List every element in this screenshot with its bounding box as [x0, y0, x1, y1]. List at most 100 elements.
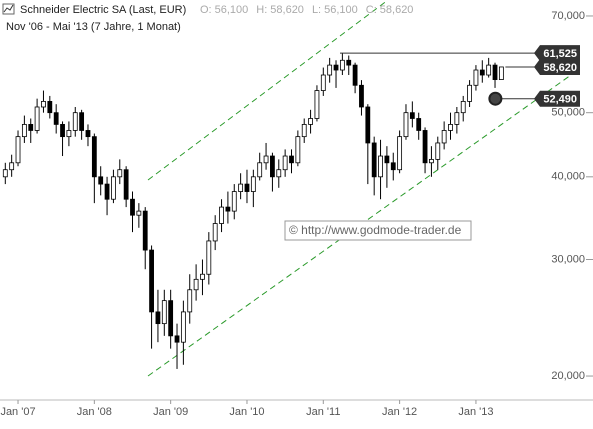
candle-body	[498, 66, 504, 80]
candle-body	[149, 249, 154, 313]
candle-body	[448, 124, 453, 131]
candle-body	[429, 158, 434, 164]
candle-body	[91, 136, 97, 178]
price-box	[534, 45, 580, 62]
candle-body	[136, 210, 142, 216]
y-tick-label: 40,000	[551, 171, 585, 183]
chart-subtitle: Nov '06 - Mai '13 (7 Jahre, 1 Monat)	[6, 21, 181, 33]
candle-body	[200, 273, 205, 280]
x-tick-label: Jan '08	[77, 406, 112, 418]
candle-body	[390, 162, 396, 171]
candle-body	[250, 176, 256, 192]
y-tick-label: 20,000	[551, 370, 585, 382]
candle-body	[454, 112, 460, 125]
candle-body	[486, 64, 492, 76]
candle-body	[314, 90, 320, 119]
candle-body	[161, 300, 167, 325]
candle-body	[460, 101, 466, 114]
candle-body	[295, 136, 301, 164]
watermark: © http://www.godmode-trader.de	[289, 223, 462, 237]
candle-body	[180, 311, 186, 343]
candle-body	[142, 210, 148, 251]
candle-body	[263, 155, 269, 164]
candle-body	[212, 223, 218, 242]
candle-body	[270, 155, 275, 178]
candle-body	[60, 124, 65, 138]
candle-body	[308, 118, 313, 125]
price-box	[534, 58, 580, 75]
candle-body	[9, 162, 15, 171]
candle-body	[422, 130, 428, 164]
ohlc-value: 58,620	[270, 4, 304, 16]
candle-body	[53, 112, 59, 125]
x-tick-label: Jan '13	[458, 406, 493, 418]
y-tick-label: 30,000	[551, 253, 585, 265]
candle-body	[79, 112, 85, 131]
y-tick-label: 70,000	[551, 10, 585, 22]
price-label: 58,620	[543, 62, 577, 74]
candle-body	[117, 169, 123, 178]
candle-body	[378, 155, 383, 178]
candle-body	[409, 112, 415, 119]
candle-body	[282, 155, 288, 171]
chart-icon	[2, 3, 15, 15]
candle-body	[155, 311, 161, 325]
candle-body	[339, 59, 345, 71]
candle-body	[34, 106, 40, 131]
candle-body	[111, 176, 116, 200]
candle-body	[85, 130, 91, 138]
candle-body	[21, 124, 27, 138]
candle-body	[301, 124, 307, 138]
trend-channel-upper	[147, 0, 389, 181]
candle-body	[276, 169, 282, 178]
candle-body	[47, 101, 53, 114]
candle-body	[359, 84, 364, 108]
candle-body	[104, 183, 110, 200]
y-tick-label: 50,000	[551, 107, 585, 119]
candle-body	[72, 112, 78, 131]
candle-body	[244, 183, 250, 192]
ohlc-name: H:	[256, 4, 267, 16]
candle-body	[28, 124, 34, 131]
candle-body	[219, 206, 224, 224]
candle-body	[435, 142, 441, 160]
price-box	[534, 90, 580, 107]
candle-body	[371, 142, 377, 178]
watermark-box	[284, 220, 472, 241]
candle-body	[231, 191, 237, 212]
candle-body	[473, 69, 479, 86]
candle-body	[479, 69, 485, 76]
candle-body	[397, 136, 403, 171]
x-tick-label: Jan '12	[382, 406, 417, 418]
candle-body	[168, 300, 174, 337]
candle-body	[238, 183, 244, 192]
candle-body	[257, 162, 263, 178]
ohlc-value: 56,100	[324, 4, 358, 16]
candle-body	[327, 64, 333, 76]
candle-body	[187, 289, 193, 313]
candle-body	[15, 136, 21, 164]
candle-body	[333, 64, 339, 71]
candle-body	[41, 101, 46, 108]
candle-body	[66, 130, 72, 138]
x-tick-label: Jan '07	[0, 406, 35, 418]
chart-icon-line	[3, 4, 14, 13]
candle-body	[289, 155, 294, 164]
ohlc-value: 58,620	[380, 4, 414, 16]
candle-body	[193, 278, 199, 291]
price-marker	[488, 91, 503, 106]
price-label: 52,490	[543, 94, 577, 106]
candle-body	[346, 59, 352, 66]
candle-body	[2, 169, 8, 178]
candle-body	[467, 84, 472, 102]
candle-body	[384, 155, 390, 164]
candle-body	[441, 130, 447, 144]
x-tick-label: Jan '10	[229, 406, 264, 418]
ohlc-name: C:	[366, 4, 377, 16]
chart-title: Schneider Electric SA (Last, EUR)	[20, 4, 186, 16]
x-tick-label: Jan '11	[306, 406, 340, 418]
candle-body	[492, 64, 498, 80]
candle-body	[320, 74, 326, 91]
